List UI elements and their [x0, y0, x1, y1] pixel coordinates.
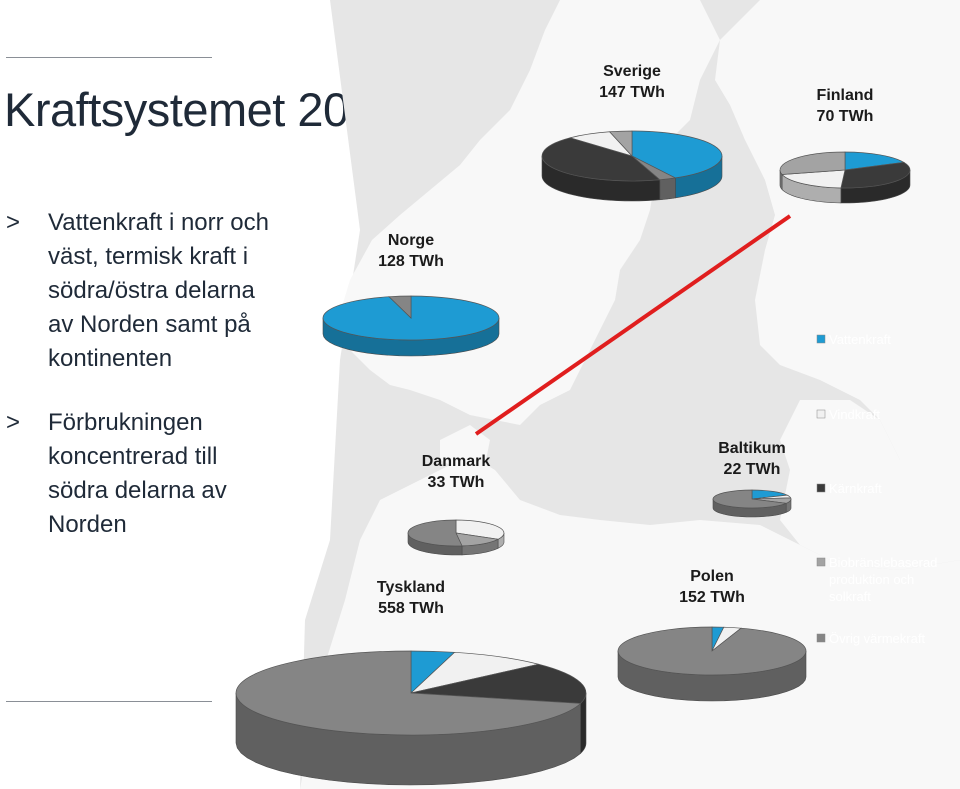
country-total-label: 558 TWh: [378, 600, 444, 617]
legend-swatch: [816, 334, 826, 344]
pie-finland: Finland 70 TWh: [779, 87, 911, 204]
bullet-marker: >: [6, 209, 21, 236]
pie-slice-vindkraft: [781, 169, 846, 189]
pie-slice-ovrig: [235, 650, 582, 736]
bullet-marker: >: [6, 409, 21, 436]
legend-swatch: [816, 483, 826, 493]
bullet-line: kontinenten: [48, 345, 173, 372]
country-label: Danmark: [422, 453, 491, 470]
pie-slice-vattenkraft: [631, 130, 723, 179]
country-total-label: 33 TWh: [428, 474, 485, 491]
bullet-line: av Norden samt på: [48, 311, 251, 338]
country-total-label: 70 TWh: [817, 108, 874, 125]
pie-slice-vindkraft: [409, 651, 539, 694]
pie-slice-karnkraft: [840, 161, 911, 189]
bullet-line: koncentrerad till: [48, 443, 218, 470]
bullet-line: Vattenkraft i norr och: [48, 209, 269, 236]
legend-entry-biobransle: Biobränslebaserad produktion och solkraft: [816, 555, 937, 604]
pie-slice-biobransle: [608, 130, 633, 157]
pie-slice-ovrig: [617, 626, 807, 676]
legend-swatch: [816, 557, 826, 567]
pie-slice-ovrig: [388, 295, 412, 319]
legend-swatch: [816, 633, 826, 643]
legend-label: Vindkraft: [829, 407, 880, 422]
pie-slice-karnkraft: [541, 137, 661, 182]
legend-label: solkraft: [829, 589, 871, 604]
country-total-label: 147 TWh: [599, 84, 665, 101]
country-label: Baltikum: [718, 440, 786, 457]
pie-slice-ovrig: [407, 519, 463, 547]
pie-sverige: Sverige 147 TWh: [541, 63, 723, 202]
bullet-line: Förbrukningen: [48, 409, 203, 436]
pie-danmark: Danmark 33 TWh: [407, 453, 505, 556]
country-total-label: 128 TWh: [378, 253, 444, 270]
legend-label: Biobränslebaserad: [829, 555, 937, 570]
bullet-2: > Förbrukningen koncentrerad till södra …: [6, 406, 316, 542]
country-total-label: 152 TWh: [679, 589, 745, 606]
legend-swatch: [816, 409, 826, 419]
pie-slice-biobransle: [779, 151, 846, 175]
pie-slice-karnkraft: [410, 663, 587, 704]
bullet-line: väst, termisk kraft i: [48, 243, 249, 270]
country-label: Polen: [690, 568, 734, 585]
bottom-rule: [6, 701, 212, 702]
country-label: Sverige: [603, 63, 661, 80]
pie-tyskland: Tyskland 558 TWh: [235, 579, 587, 786]
pie-slice-vattenkraft: [844, 151, 905, 171]
pie-slice-ovrig: [712, 489, 788, 509]
slide-title: Kraftsystemet 2013: [4, 83, 400, 136]
top-rule: [6, 57, 212, 58]
legend-entry-vattenkraft: Vattenkraft: [816, 332, 891, 347]
legend-entry-karnkraft: Kärnkraft: [816, 481, 882, 496]
pie-baltikum: Baltikum 22 TWh: [712, 440, 792, 518]
bullet-1: > Vattenkraft i norr och väst, termisk k…: [6, 206, 316, 376]
bullet-line: Norden: [48, 511, 127, 538]
legend-label: Övrig värmekraft: [829, 631, 925, 646]
bullet-line: södra delarna av: [48, 477, 227, 504]
legend-entry-ovrig: Övrig värmekraft: [816, 631, 925, 646]
legend-label: Kärnkraft: [829, 481, 882, 496]
legend-entry-vindkraft: Vindkraft: [816, 407, 880, 422]
pie-norge: Norge 128 TWh: [322, 232, 500, 357]
pie-side-ovrig: [659, 177, 676, 201]
country-label: Tyskland: [377, 579, 445, 596]
country-total-label: 22 TWh: [724, 461, 781, 478]
country-label: Finland: [817, 87, 874, 104]
legend-label: produktion och: [829, 572, 914, 587]
legend-label: Vattenkraft: [829, 332, 891, 347]
transmission-divider-line: [474, 214, 792, 436]
bullet-line: södra/östra delarna: [48, 277, 255, 304]
pie-polen: Polen 152 TWh: [617, 568, 807, 702]
country-label: Norge: [388, 232, 434, 249]
